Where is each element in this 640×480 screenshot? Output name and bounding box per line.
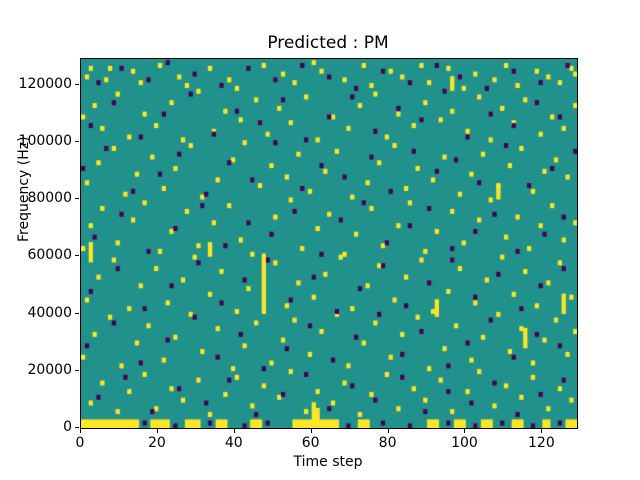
x-axis-label: Time step xyxy=(293,454,363,470)
x-tick-label: 60 xyxy=(301,435,320,451)
y-tick-label: 20000 xyxy=(27,361,72,378)
x-tick-label: 80 xyxy=(378,435,397,451)
x-tick-label: 40 xyxy=(224,435,243,451)
chart-title: Predicted : PM xyxy=(267,33,389,53)
x-tick-label: 100 xyxy=(451,435,478,451)
y-tick-label: 100000 xyxy=(18,132,72,149)
y-tick-mark xyxy=(75,427,79,428)
x-tick-mark xyxy=(464,429,466,433)
x-tick-label: 120 xyxy=(528,435,555,451)
y-tick-mark xyxy=(75,255,79,257)
x-tick-label: 20 xyxy=(147,435,166,451)
y-tick-label: 60000 xyxy=(27,247,72,264)
y-tick-mark xyxy=(75,83,79,85)
heatmap-canvas xyxy=(81,59,577,428)
y-tick-label: 0 xyxy=(63,419,72,435)
x-tick-mark xyxy=(80,429,81,433)
x-tick-mark xyxy=(541,429,543,433)
plot-area xyxy=(80,58,578,429)
y-tick-mark xyxy=(75,140,79,142)
x-tick-label: 0 xyxy=(75,435,85,451)
y-tick-label: 120000 xyxy=(18,75,72,92)
x-tick-mark xyxy=(156,429,158,433)
x-tick-mark xyxy=(310,429,312,433)
y-tick-mark xyxy=(75,198,79,200)
y-tick-label: 40000 xyxy=(27,304,72,321)
y-tick-mark xyxy=(75,369,79,371)
y-tick-label: 80000 xyxy=(27,190,72,207)
x-tick-mark xyxy=(387,429,389,433)
x-tick-mark xyxy=(233,429,235,433)
y-tick-mark xyxy=(75,312,79,314)
